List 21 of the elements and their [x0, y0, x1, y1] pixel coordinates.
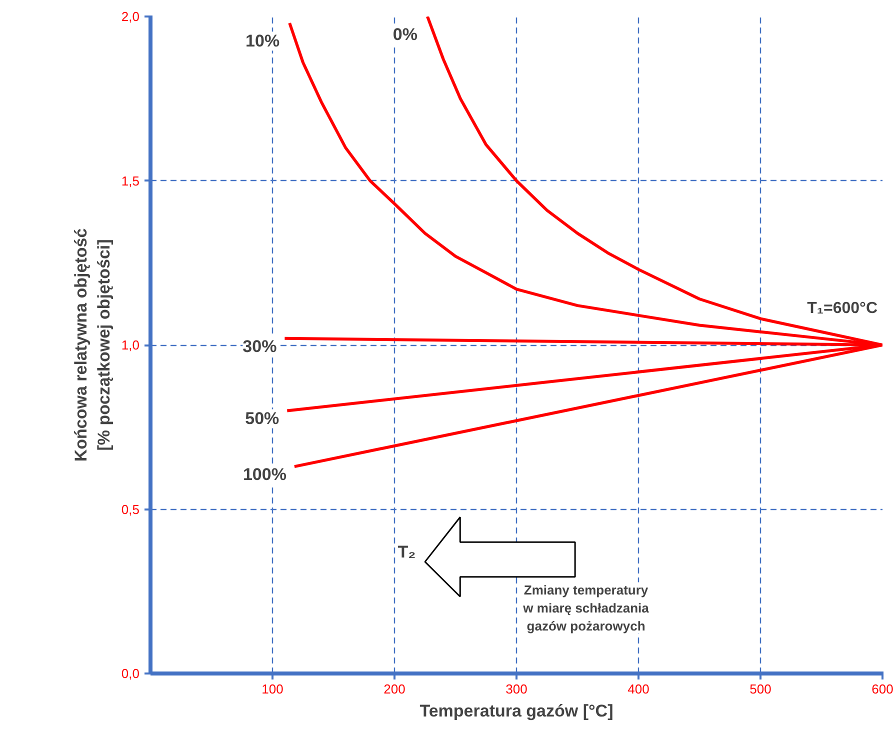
y-tick-label: 1,5: [121, 173, 140, 188]
series-label: 0%: [392, 25, 418, 44]
y-tick-label: 0,5: [121, 502, 140, 517]
y-tick-label: 0,0: [121, 666, 140, 681]
x-axis-title: Temperatura gazów [°C]: [420, 702, 614, 720]
series-label: 30%: [242, 336, 277, 356]
annotation: Zmiany temperatury w miarę schładzania gazów pożarowych: [522, 582, 650, 634]
x-tick-label: 200: [384, 682, 406, 696]
annotation: T₂: [398, 542, 416, 562]
series-label: 10%: [246, 32, 280, 51]
annotation: T₁=600°C: [807, 300, 878, 317]
series-label: 50%: [245, 409, 280, 428]
x-tick-label: 100: [262, 682, 284, 696]
y-tick-label: 1,0: [121, 338, 140, 352]
y-axis-title: Końcowa relatywna objętość [% początkowej objętości]: [72, 228, 114, 462]
x-tick-label: 500: [750, 682, 772, 696]
series-label: 100%: [242, 465, 286, 484]
x-tick-label: 600: [872, 682, 894, 696]
x-tick-label: 300: [506, 682, 528, 696]
y-tick-label: 2,0: [121, 9, 140, 24]
x-tick-label: 400: [628, 682, 650, 696]
